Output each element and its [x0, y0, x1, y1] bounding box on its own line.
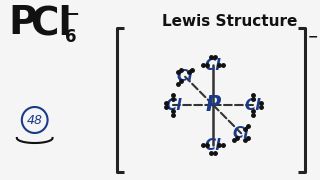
Text: Cl: Cl — [244, 98, 261, 112]
Text: Cl: Cl — [177, 69, 193, 84]
Text: −: − — [65, 4, 79, 22]
Text: Cl: Cl — [205, 138, 221, 152]
Text: Cl: Cl — [205, 57, 221, 73]
Text: 6: 6 — [65, 28, 77, 46]
Text: P: P — [205, 95, 221, 115]
Text: Lewis Structure: Lewis Structure — [162, 14, 298, 29]
Text: Cl: Cl — [165, 98, 182, 112]
Text: −: − — [307, 30, 318, 43]
Text: Cl: Cl — [30, 4, 71, 42]
Text: Cl: Cl — [233, 126, 250, 141]
Text: P: P — [8, 4, 36, 42]
Text: 48: 48 — [27, 114, 43, 127]
